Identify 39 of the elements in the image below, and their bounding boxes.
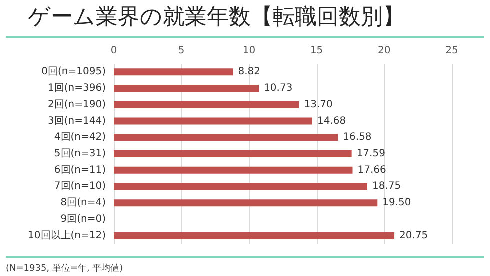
data-label: 17.66 bbox=[358, 164, 386, 176]
y-tick-label: 8回(n=4) bbox=[60, 198, 106, 209]
x-tick-label: 20 bbox=[378, 46, 391, 56]
y-tick-label: 3回(n=144) bbox=[48, 116, 106, 127]
y-tick-label: 4回(n=42) bbox=[54, 132, 106, 144]
data-label: 8.82 bbox=[238, 66, 261, 78]
y-tick-label: 1回(n=396) bbox=[48, 83, 106, 94]
data-label: 17.59 bbox=[356, 148, 386, 160]
bar bbox=[114, 183, 368, 190]
bar bbox=[114, 200, 378, 207]
y-tick-label: 0回(n=1095) bbox=[42, 66, 106, 78]
x-tick-label: 0 bbox=[110, 46, 118, 56]
y-tick-label: 7回(n=10) bbox=[54, 181, 106, 192]
data-label: 19.50 bbox=[382, 198, 412, 209]
bar bbox=[114, 68, 234, 76]
x-tick-label: 15 bbox=[310, 46, 324, 56]
x-tick-label: 25 bbox=[446, 46, 458, 56]
y-tick-label: 6回(n=11) bbox=[54, 164, 106, 176]
y-tick-label: 9回(n=0) bbox=[60, 214, 106, 225]
bar bbox=[114, 166, 353, 174]
y-tick-label: 10回以上(n=12) bbox=[28, 229, 106, 242]
data-label: 16.58 bbox=[343, 132, 372, 144]
text: (N=1935, 単位=年, 平均値) bbox=[6, 262, 124, 275]
x-tick-label: 5 bbox=[178, 46, 185, 56]
bar bbox=[114, 134, 338, 142]
y-tick-label: 2回(n=190) bbox=[48, 99, 106, 110]
data-label: 13.70 bbox=[304, 99, 333, 110]
bar bbox=[114, 150, 352, 158]
data-label: 14.68 bbox=[317, 116, 346, 127]
x-tick-label: 10 bbox=[242, 46, 256, 56]
data-label: 18.75 bbox=[372, 181, 402, 192]
chart-title: ゲーム業界の就業年数【転職回数別】 bbox=[28, 4, 405, 32]
data-label: 10.73 bbox=[264, 83, 293, 94]
bar bbox=[114, 118, 312, 125]
bar bbox=[114, 232, 395, 240]
data-label: 20.75 bbox=[400, 230, 428, 242]
y-tick-label: 5回(n=31) bbox=[54, 148, 106, 160]
bar bbox=[114, 101, 300, 108]
bar bbox=[114, 85, 260, 92]
